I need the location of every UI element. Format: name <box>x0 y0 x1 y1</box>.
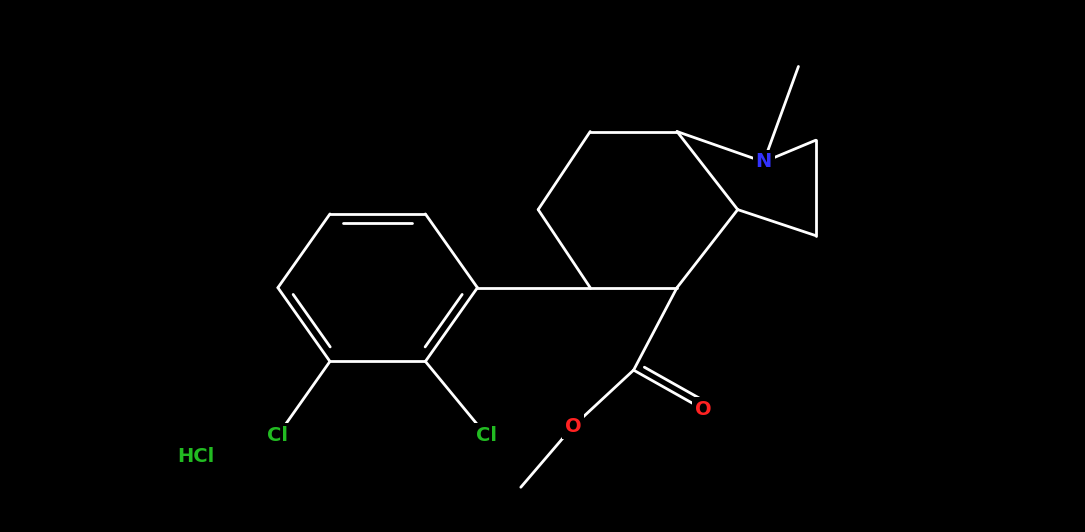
Text: Cl: Cl <box>267 426 289 445</box>
Text: Cl: Cl <box>475 426 497 445</box>
Text: HCl: HCl <box>177 447 214 467</box>
Text: O: O <box>694 400 712 419</box>
Text: N: N <box>755 152 771 171</box>
Text: O: O <box>564 417 582 436</box>
